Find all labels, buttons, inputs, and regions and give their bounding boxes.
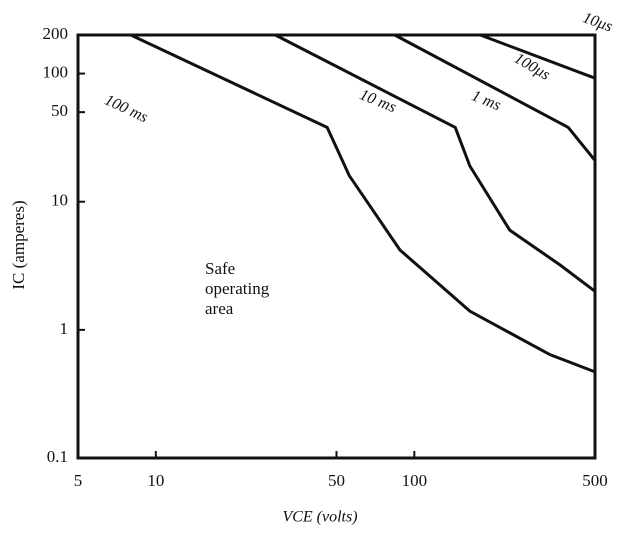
annotation: area bbox=[205, 299, 234, 318]
y-tick-label: 10 bbox=[51, 191, 68, 210]
x-tick-label: 100 bbox=[402, 471, 428, 490]
curve-label: 10μs bbox=[580, 9, 614, 35]
curve-label: 10 ms bbox=[357, 86, 398, 116]
y-tick-label: 0.1 bbox=[47, 447, 68, 466]
x-tick-label: 10 bbox=[147, 471, 164, 490]
x-tick-label: 500 bbox=[582, 471, 608, 490]
y-axis-label: IC (amperes) bbox=[9, 200, 28, 289]
x-axis-label: VCE (volts) bbox=[282, 509, 357, 526]
x-tick-label: 50 bbox=[328, 471, 345, 490]
y-tick-label: 1 bbox=[60, 319, 69, 338]
curve bbox=[78, 35, 595, 372]
annotation: Safe bbox=[205, 259, 235, 278]
annotation: operating bbox=[205, 279, 270, 298]
y-tick-label: 200 bbox=[43, 24, 69, 43]
x-tick-label: 5 bbox=[74, 471, 83, 490]
y-tick-label: 50 bbox=[51, 101, 68, 120]
plot-frame bbox=[78, 35, 595, 458]
y-tick-label: 100 bbox=[43, 62, 69, 81]
chart: VCE (volts) IC (amperes) 5 10 50 100 500 0.1 1… bbox=[0, 0, 634, 535]
curve-label: 100 ms bbox=[102, 92, 151, 127]
